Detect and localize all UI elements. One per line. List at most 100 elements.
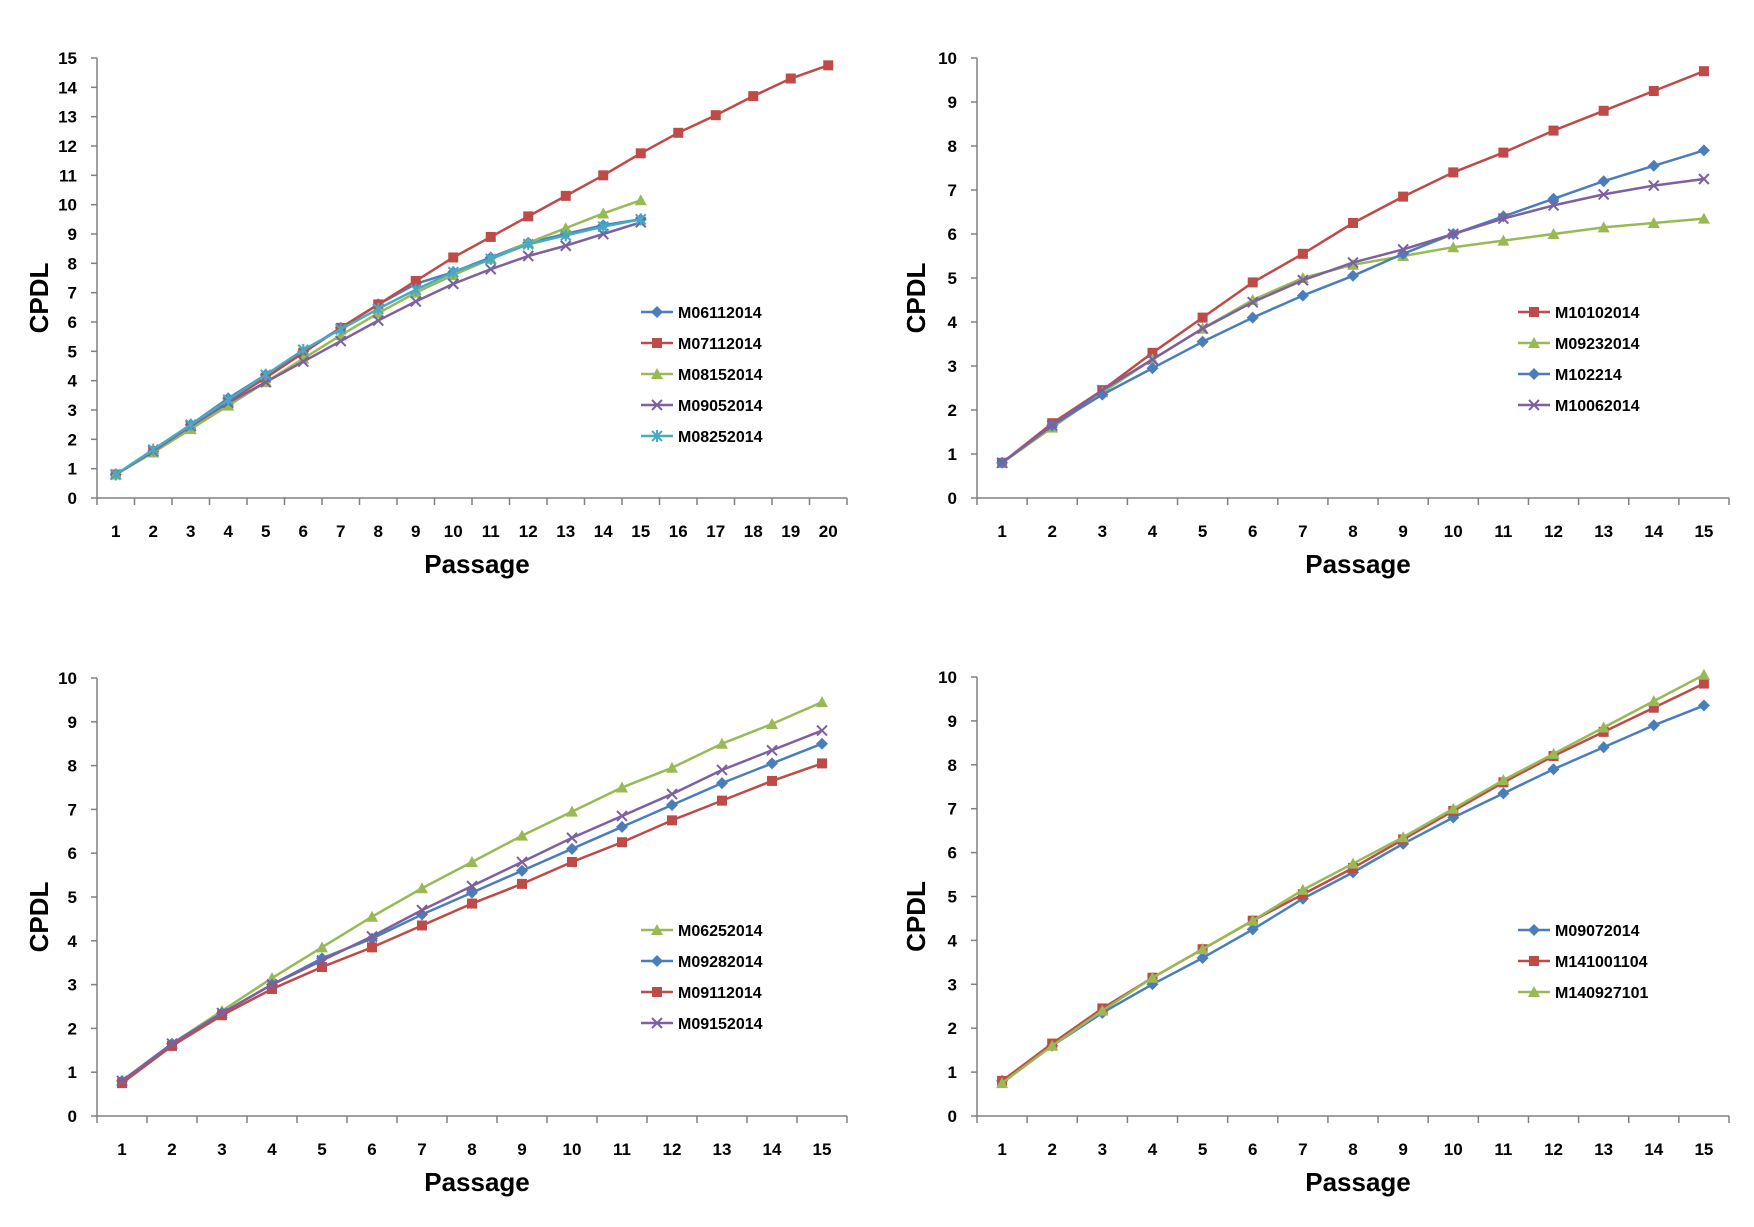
legend-label: M09052014	[678, 398, 763, 415]
legend-marker	[651, 955, 663, 967]
data-point	[1598, 105, 1609, 116]
data-point	[467, 898, 477, 909]
data-point	[1547, 747, 1560, 759]
x-tick-label: 2	[149, 522, 158, 541]
data-point	[817, 758, 827, 769]
y-tick-label: 11	[59, 166, 77, 185]
y-tick-label: 7	[68, 800, 77, 819]
data-point	[1698, 66, 1709, 77]
series-line	[115, 221, 642, 476]
x-tick-label: 5	[1198, 1140, 1207, 1159]
y-tick-label: 2	[68, 430, 77, 449]
data-point	[410, 295, 422, 308]
legend-label: M06112014	[678, 305, 762, 322]
x-tick-label: 7	[417, 1140, 426, 1159]
data-point	[767, 775, 777, 786]
data-point	[1147, 347, 1158, 358]
x-tick-label: 6	[1248, 522, 1257, 541]
legend-label: M08152014	[678, 367, 763, 384]
chart-panel-top-right: 0 1 2 3 4 5 6 7 8 9 10 1 2 3 4 5 6 7 8 9 10 11 12 13 14 15 Passage…	[877, 0, 1754, 613]
series-M09282014	[116, 737, 828, 1087]
data-point	[372, 302, 384, 315]
data-point	[816, 696, 828, 708]
x-tick-label: 5	[317, 1140, 326, 1159]
series-M07112014	[110, 60, 834, 480]
data-point	[466, 880, 478, 892]
data-point	[1247, 296, 1259, 308]
y-tick-label: 8	[68, 757, 77, 776]
legend-marker	[651, 399, 663, 411]
data-point	[1247, 277, 1258, 288]
data-point	[1146, 971, 1159, 983]
x-tick-label: 3	[186, 522, 195, 541]
y-tick-label: 4	[948, 313, 958, 332]
data-point	[523, 211, 534, 222]
data-point	[666, 761, 678, 773]
legend-label: M09232014	[1555, 336, 1640, 353]
y-axis-title: CPDL	[901, 262, 931, 333]
data-point	[1597, 721, 1610, 733]
data-point	[1497, 787, 1510, 800]
x-axis-title: Passage	[424, 1167, 530, 1197]
legend-marker	[1528, 399, 1540, 411]
data-point	[1196, 335, 1209, 348]
data-point	[1397, 247, 1410, 260]
legend-marker	[1528, 337, 1540, 348]
y-tick-label: 4	[68, 932, 78, 951]
data-point	[1146, 353, 1159, 366]
data-point	[167, 1040, 177, 1051]
data-point	[516, 864, 528, 877]
y-tick-label: 7	[68, 284, 77, 303]
data-point	[1347, 258, 1359, 270]
y-tick-label: 15	[58, 49, 77, 68]
data-point	[616, 781, 628, 793]
legend-label: M102214	[1555, 367, 1622, 384]
data-point	[1647, 159, 1660, 172]
x-tick-label: 12	[663, 1140, 682, 1159]
legend-marker	[651, 924, 663, 935]
data-point	[1347, 269, 1359, 282]
series-M06112014	[109, 213, 647, 481]
legend-label: M09152014	[678, 1016, 763, 1033]
data-point	[297, 355, 309, 368]
x-tick-label: 13	[1594, 1140, 1613, 1159]
y-tick-label: 8	[948, 137, 957, 156]
data-point	[260, 368, 272, 381]
x-tick-label: 14	[763, 1140, 782, 1159]
data-point	[1648, 702, 1659, 713]
x-tick-label: 14	[1644, 522, 1663, 541]
data-point	[1647, 695, 1660, 707]
legend-marker	[1529, 956, 1539, 966]
series-line	[1001, 704, 1705, 1082]
x-tick-label: 6	[1248, 1140, 1257, 1159]
y-tick-label: 9	[948, 93, 957, 112]
y-tick-label: 8	[68, 254, 77, 273]
legend-label: M140927101	[1555, 985, 1649, 1002]
x-tick-label: 6	[299, 522, 308, 541]
chart-panel-top-left: 0 1 2 3 4 5 6 7 8 9 10 11 12 13 14 15 1 2 3 4 5 6 7 8 9 10 11 12 13 1…	[0, 0, 877, 613]
legend-marker	[651, 368, 663, 379]
y-axis-title: CPDL	[901, 881, 931, 952]
data-point	[1246, 311, 1259, 324]
y-tick-label: 14	[58, 78, 77, 97]
y-tick-label: 6	[948, 844, 957, 863]
legend-marker	[1528, 924, 1540, 936]
x-tick-label: 11	[1494, 522, 1512, 541]
y-tick-label: 3	[68, 401, 77, 420]
data-point	[410, 275, 421, 286]
data-point	[766, 757, 778, 770]
data-point	[634, 194, 647, 206]
y-tick-label: 7	[948, 181, 957, 200]
data-point	[267, 983, 277, 994]
data-point	[1697, 699, 1710, 712]
data-point	[1647, 719, 1660, 732]
x-tick-label: 16	[669, 522, 688, 541]
data-point	[1296, 883, 1309, 895]
y-tick-label: 1	[68, 460, 77, 479]
data-point	[366, 930, 378, 943]
data-point	[316, 941, 328, 953]
y-tick-label: 0	[68, 1107, 77, 1126]
data-point	[598, 170, 609, 181]
series-M141001104	[997, 678, 1709, 1086]
data-point	[566, 832, 578, 844]
